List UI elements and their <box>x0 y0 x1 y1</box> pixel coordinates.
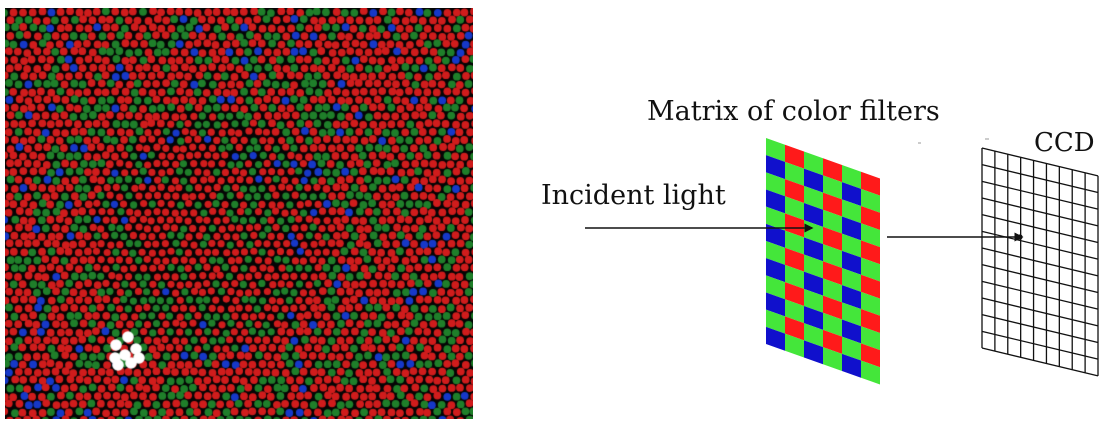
filter-cell <box>823 295 842 320</box>
filter-cell <box>861 188 880 213</box>
filter-cell <box>766 326 785 351</box>
filter-cell <box>785 196 804 221</box>
filter-cell <box>823 209 842 234</box>
filter-cell <box>804 340 823 365</box>
filter-cell <box>842 353 861 378</box>
filter-cell <box>804 237 823 262</box>
filter-cell <box>861 309 880 333</box>
filter-cell <box>823 261 842 286</box>
filter-cell <box>766 172 785 197</box>
color-filter-matrix <box>766 138 880 385</box>
ccd-grid-line <box>981 164 1099 194</box>
filter-cell <box>804 288 823 313</box>
filter-cell <box>766 292 785 317</box>
filter-cell <box>804 323 823 348</box>
filter-cell <box>842 199 861 224</box>
filter-cell <box>785 282 804 306</box>
filter-cell <box>861 257 880 282</box>
filter-cell <box>766 223 785 248</box>
ccd-label: CCD <box>1034 128 1095 158</box>
filter-cell <box>804 151 823 176</box>
filter-cell <box>804 254 823 279</box>
ccd-grid-line <box>981 314 1099 344</box>
filter-cell <box>823 244 842 268</box>
filter-cell <box>785 230 804 255</box>
incident-light-label: Incident light <box>541 180 726 211</box>
filter-cell <box>785 247 804 272</box>
ccd-grid-line <box>981 280 1099 310</box>
filter-cell <box>804 202 823 227</box>
filter-cell <box>861 291 880 316</box>
filter-cell <box>766 189 785 214</box>
filter-cell <box>861 343 880 368</box>
matrix-of-color-filters-label: Matrix of color filters <box>647 96 940 127</box>
filter-cell <box>842 302 861 327</box>
ccd-grid-line <box>981 214 1099 244</box>
filter-cell <box>842 250 861 275</box>
filter-cell <box>766 138 785 162</box>
filter-cell <box>823 278 842 303</box>
filter-cell <box>785 144 804 169</box>
filter-cell <box>785 333 804 358</box>
cone-mosaic-canvas <box>5 8 473 419</box>
filter-cell <box>766 309 785 334</box>
filter-cell <box>842 336 861 361</box>
filter-cell <box>804 168 823 193</box>
ccd-grid-line <box>981 264 1099 294</box>
filter-cell <box>842 267 861 292</box>
filter-cell <box>861 206 880 230</box>
filter-cell <box>842 164 861 189</box>
filter-cell <box>842 216 861 241</box>
ccd-grid-line <box>981 197 1099 227</box>
ccd-grid-line <box>981 347 1099 377</box>
filter-cell <box>766 241 785 265</box>
filter-cell <box>785 264 804 289</box>
filter-cell <box>766 275 785 300</box>
ccd-grid-line <box>981 297 1099 327</box>
filter-cell <box>861 326 880 351</box>
filter-cell <box>766 258 785 283</box>
filter-cell <box>823 192 842 217</box>
filter-cell <box>861 274 880 299</box>
filter-cell <box>823 158 842 183</box>
filter-cell <box>766 206 785 231</box>
filter-cell <box>804 271 823 296</box>
filter-cell <box>823 226 842 251</box>
filter-cell <box>785 299 804 324</box>
filter-cell <box>842 285 861 310</box>
filter-cell <box>785 179 804 203</box>
filter-cell <box>804 185 823 210</box>
filter-cell <box>861 171 880 196</box>
filter-cell <box>861 223 880 248</box>
filter-cell <box>785 161 804 186</box>
ccd-grid-line <box>981 247 1099 277</box>
filter-cell <box>842 319 861 344</box>
filter-cell <box>861 240 880 265</box>
filter-cell <box>785 316 804 341</box>
filter-cell <box>823 347 842 371</box>
ccd-grid <box>981 147 1099 377</box>
ccd-grid-line <box>981 330 1099 360</box>
filter-cell <box>766 155 785 180</box>
ccd-grid-line <box>981 147 1099 177</box>
filter-cell <box>842 182 861 207</box>
filter-cell <box>823 329 842 354</box>
filter-cell <box>823 175 842 200</box>
filter-cell <box>842 233 861 258</box>
ccd-grid-line <box>981 180 1099 210</box>
ccd-grid-line <box>981 230 1099 260</box>
filter-cell <box>804 305 823 330</box>
filter-cell <box>823 312 842 337</box>
filter-cell <box>785 213 804 238</box>
filter-cell <box>861 360 880 385</box>
cone-mosaic-image <box>5 8 473 419</box>
